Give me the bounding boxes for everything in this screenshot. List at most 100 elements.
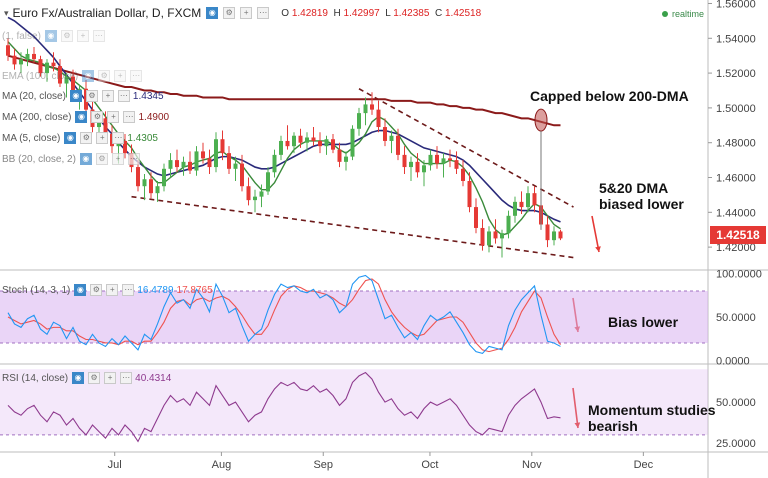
candle-body xyxy=(409,161,413,168)
ma5-line xyxy=(7,41,561,236)
candle-body xyxy=(71,76,75,94)
add-icon[interactable]: + xyxy=(111,153,124,165)
rsi-tick-label: 50.0000 xyxy=(716,397,756,409)
candle-body xyxy=(207,158,212,168)
eye-icon[interactable]: ◉ xyxy=(64,132,77,144)
settings-icon[interactable]: ⚙ xyxy=(85,90,98,102)
touch-marker xyxy=(534,108,548,132)
settings-icon[interactable]: ⚙ xyxy=(95,153,108,165)
candle-body xyxy=(383,127,387,141)
legend-bb[interactable]: BB (20, close, 2) ◉ ⚙ + ⋯ xyxy=(2,153,140,165)
settings-icon[interactable]: ⚙ xyxy=(60,30,73,42)
legend-ma200[interactable]: MA (200, close) ◉ ⚙ + ⋯ 1.4900 xyxy=(2,111,170,123)
candle-body xyxy=(376,109,381,128)
annotation-capped: Capped below 200-DMA xyxy=(530,88,689,104)
ma200-line xyxy=(7,54,561,127)
candle-body xyxy=(396,135,400,155)
eye-icon[interactable]: ◉ xyxy=(79,153,92,165)
add-icon[interactable]: + xyxy=(106,284,119,296)
candle-body xyxy=(123,140,127,154)
candle-body xyxy=(545,224,550,241)
add-icon[interactable]: + xyxy=(107,111,120,123)
ohlc-values: O 1.42819 H 1.42997 L 1.42385 C 1.42518 xyxy=(281,7,482,19)
candle-body xyxy=(415,161,420,173)
settings-icon[interactable]: ⚙ xyxy=(98,70,111,82)
candle-body xyxy=(240,163,244,187)
stoch-d-line xyxy=(7,278,561,353)
settings-icon[interactable]: ⚙ xyxy=(223,7,236,19)
candle-body xyxy=(246,186,251,201)
candle-body xyxy=(350,128,355,157)
eye-icon[interactable]: ◉ xyxy=(82,70,95,82)
candle-body xyxy=(103,118,108,134)
eye-icon[interactable]: ◉ xyxy=(72,372,85,384)
candle-body xyxy=(110,134,114,147)
add-icon[interactable]: + xyxy=(104,372,117,384)
more-icon[interactable]: ⋯ xyxy=(123,111,136,123)
add-icon[interactable]: + xyxy=(114,70,127,82)
legend-ma5[interactable]: MA (5, close) ◉ ⚙ + ⋯ 1.4305 xyxy=(2,132,158,144)
candle-body xyxy=(149,179,153,194)
more-icon[interactable]: ⋯ xyxy=(112,132,125,144)
candle-body xyxy=(428,154,433,166)
eye-icon[interactable]: ◉ xyxy=(74,284,87,296)
stoch-tick-label: 100.0000 xyxy=(716,269,762,281)
realtime-indicator: realtime xyxy=(662,9,704,19)
candle-body xyxy=(474,207,478,228)
price-tick-label: 1.56000 xyxy=(716,0,756,10)
rsi-tick-label: 25.0000 xyxy=(716,438,756,450)
collapse-arrow-icon[interactable]: ▾ xyxy=(4,7,9,18)
time-tick-label: Nov xyxy=(522,459,542,471)
time-tick-label: Jul xyxy=(108,459,122,471)
annotation-dma: 5&20 DMA biased lower xyxy=(599,180,684,212)
arrow-rsi xyxy=(572,387,579,429)
candle-body xyxy=(19,59,23,65)
candle-body xyxy=(305,137,309,143)
more-icon[interactable]: ⋯ xyxy=(257,7,270,19)
rsi-line xyxy=(7,371,561,443)
more-icon[interactable]: ⋯ xyxy=(122,284,135,296)
candle-body xyxy=(51,62,56,67)
settings-icon[interactable]: ⚙ xyxy=(88,372,101,384)
add-icon[interactable]: + xyxy=(101,90,114,102)
legend-ma20[interactable]: MA (20, close) ◉ ⚙ + ⋯ 1.4345 xyxy=(2,90,164,102)
eye-icon[interactable]: ◉ xyxy=(206,7,219,19)
add-icon[interactable]: + xyxy=(240,7,253,19)
candle-body xyxy=(279,140,283,155)
add-icon[interactable]: + xyxy=(76,30,89,42)
candle-body xyxy=(194,151,199,171)
settings-icon[interactable]: ⚙ xyxy=(80,132,93,144)
candle-body xyxy=(45,62,49,74)
settings-icon[interactable]: ⚙ xyxy=(90,284,103,296)
candle-body xyxy=(168,160,173,169)
legend-rsi[interactable]: RSI (14, close) ◉ ⚙ + ⋯ 40.4314 xyxy=(2,372,172,384)
legend-faded-1[interactable]: EMA (100, close) ◉ ⚙ + ⋯ xyxy=(2,70,143,82)
legend-stoch[interactable]: Stoch (14, 3, 1) ◉ ⚙ + ⋯ 16.4789 17.8765 xyxy=(2,284,213,296)
eye-icon[interactable]: ◉ xyxy=(75,111,88,123)
candle-body xyxy=(402,154,407,168)
candle-body xyxy=(142,179,147,187)
candle-body xyxy=(500,233,504,239)
eye-icon[interactable]: ◉ xyxy=(69,90,82,102)
candle-body xyxy=(12,55,17,65)
add-icon[interactable]: + xyxy=(96,132,109,144)
candle-body xyxy=(136,167,140,187)
candle-body xyxy=(324,139,329,147)
eye-icon[interactable]: ◉ xyxy=(44,30,57,42)
more-icon[interactable]: ⋯ xyxy=(92,30,105,42)
more-icon[interactable]: ⋯ xyxy=(127,153,140,165)
more-icon[interactable]: ⋯ xyxy=(120,372,133,384)
stoch-tick-label: 0.0000 xyxy=(716,355,750,367)
candle-body xyxy=(480,227,485,246)
settings-icon[interactable]: ⚙ xyxy=(91,111,104,123)
more-icon[interactable]: ⋯ xyxy=(117,90,130,102)
price-tick-label: 1.48000 xyxy=(716,138,756,150)
candle-body xyxy=(370,104,374,110)
candle-body xyxy=(155,186,160,194)
candle-body xyxy=(58,66,62,84)
candle-body xyxy=(318,140,322,147)
price-tick-label: 1.50000 xyxy=(716,103,756,115)
candle-body xyxy=(513,201,517,216)
legend-faded-0[interactable]: (1, false) ◉ ⚙ + ⋯ xyxy=(2,30,105,42)
more-icon[interactable]: ⋯ xyxy=(130,70,143,82)
